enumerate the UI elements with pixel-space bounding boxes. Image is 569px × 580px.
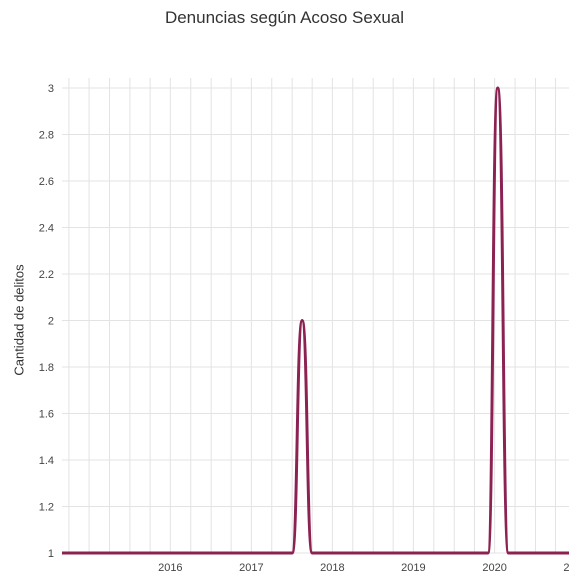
y-tick-label: 1.4 [39,455,54,467]
y-tick-label: 1.6 [39,409,54,421]
x-tick-label: 2021 [563,562,569,574]
y-tick-label: 2.8 [39,130,54,142]
grid-lines [62,78,569,554]
y-axis-ticks: 1 1.2 1.4 1.6 1.8 2 2.2 2.4 2.6 2.8 3 [39,83,54,560]
y-tick-label: 1.2 [39,502,54,514]
y-tick-label: 3 [48,83,54,95]
x-tick-label: 2020 [482,562,506,574]
y-tick-label: 1.8 [39,362,54,374]
chart-title: Denuncias según Acoso Sexual [164,8,405,27]
x-axis-ticks: 2016 2017 2018 2019 2020 2021 [158,562,569,574]
series-line [62,86,569,555]
y-tick-label: 2.2 [39,269,54,281]
x-tick-label: 2019 [401,562,425,574]
x-tick-label: 2018 [320,562,344,574]
y-tick-label: 2.6 [39,176,54,188]
x-tick-label: 2016 [158,562,182,574]
y-tick-label: 2 [48,316,54,328]
x-tick-label: 2017 [239,562,263,574]
y-tick-label: 2.4 [39,223,54,235]
y-tick-label: 1 [48,548,54,560]
